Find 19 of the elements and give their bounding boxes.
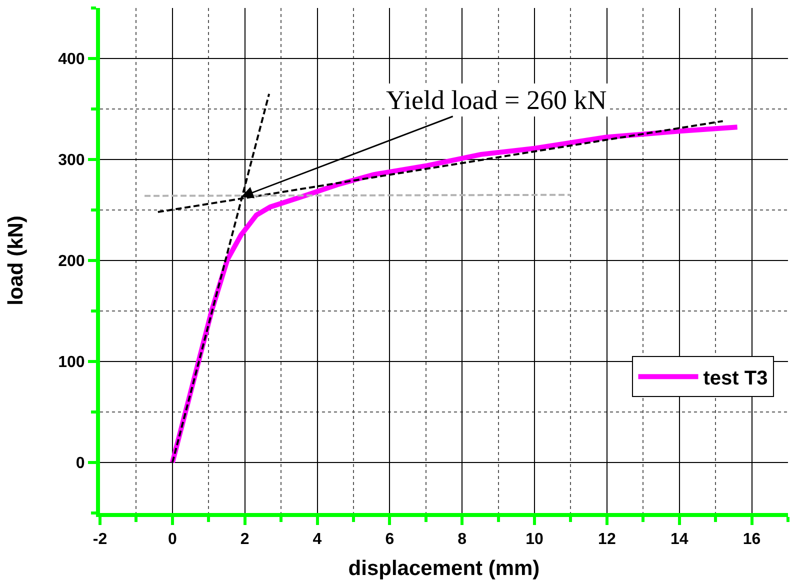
x-tick-label: 2: [240, 531, 250, 548]
annotation: Yield load = 260 kN: [386, 85, 607, 115]
x-tick-label: -2: [92, 531, 108, 548]
x-tick-label: 4: [312, 531, 322, 548]
x-tick-label: 10: [526, 531, 544, 548]
x-tick-label: 8: [458, 531, 467, 548]
y-axis-title: load (kN): [4, 216, 28, 306]
y-tick-label: 300: [58, 152, 85, 170]
x-tick-label: 12: [598, 531, 616, 548]
x-axis-title: displacement (mm): [348, 556, 540, 580]
y-tick-label: 100: [58, 354, 85, 372]
x-tick-label: 16: [742, 531, 761, 548]
x-tick-label: 6: [385, 531, 394, 548]
y-tick-label: 400: [58, 51, 85, 68]
x-tick-label: 0: [168, 531, 177, 548]
x-tick-label: 14: [670, 531, 688, 548]
y-tick-label: 200: [58, 253, 85, 270]
y-tick-label: 0: [76, 455, 85, 472]
legend-label: test T3: [703, 367, 768, 390]
